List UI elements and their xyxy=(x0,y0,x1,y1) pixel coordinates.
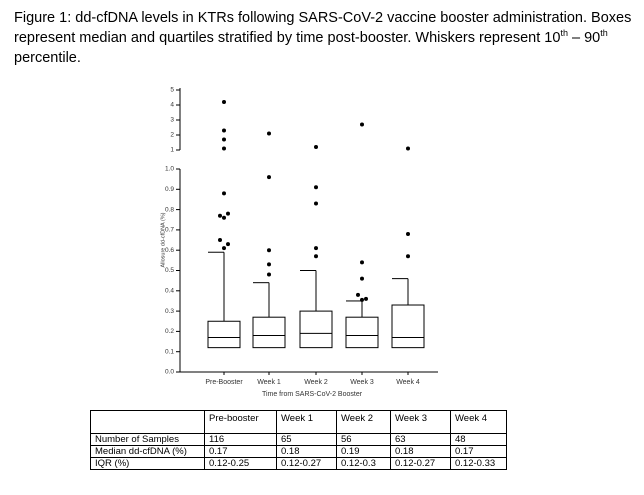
outlier xyxy=(364,296,368,301)
y-tick-label: 0.7 xyxy=(165,227,174,234)
outlier xyxy=(222,246,226,251)
outlier xyxy=(267,262,271,267)
table-cell: 56 xyxy=(336,433,391,446)
data-table: Pre-booster Week 1 Week 2 Week 3 Week 4 … xyxy=(90,410,507,470)
outlier xyxy=(218,238,222,243)
outlier xyxy=(360,122,364,127)
outlier xyxy=(226,242,230,247)
outlier xyxy=(314,145,318,149)
table-cell: 0.17 xyxy=(204,445,277,458)
caption-text: Figure 1: dd-cfDNA levels in KTRs follow… xyxy=(14,10,632,46)
table-cell: Week 4 xyxy=(450,410,507,434)
table-row: Number of Samples 116 65 56 63 48 xyxy=(90,433,507,446)
y-tick-label: 5 xyxy=(170,87,174,94)
outlier xyxy=(267,131,271,136)
x-tick-label: Week 2 xyxy=(304,379,328,386)
outlier xyxy=(360,276,364,281)
outlier xyxy=(314,254,318,259)
table-cell: 0.12-0.33 xyxy=(450,457,507,470)
y-tick-label: 1 xyxy=(170,147,174,154)
y-axis-label: Allosure dd-cfDNA (%) xyxy=(160,212,166,267)
box xyxy=(207,320,241,349)
outlier xyxy=(226,211,230,216)
outlier xyxy=(267,175,271,180)
outlier xyxy=(406,254,410,259)
outlier xyxy=(406,231,410,236)
x-tick-label: Week 4 xyxy=(396,379,420,386)
x-axis-label: Time from SARS-CoV-2 Booster xyxy=(262,391,363,398)
outlier xyxy=(222,128,226,133)
x-tick-label: Pre-Booster xyxy=(205,379,243,386)
outlier xyxy=(222,100,226,104)
table-cell: 63 xyxy=(390,433,451,446)
y-tick-label: 0.0 xyxy=(165,369,174,376)
y-tick-label: 0.9 xyxy=(165,186,174,193)
table-cell: Week 2 xyxy=(336,410,391,434)
table-cell: 0.12-0.27 xyxy=(390,457,451,470)
table-header: Pre-booster Week 1 Week 2 Week 3 Week 4 xyxy=(90,410,507,434)
table-cell: 0.12-0.3 xyxy=(336,457,391,470)
outlier xyxy=(314,201,318,206)
outlier xyxy=(218,213,222,218)
table-cell: 0.17 xyxy=(450,445,507,458)
table-cell: 0.18 xyxy=(390,445,451,458)
outlier xyxy=(267,248,271,253)
table-cell: Week 3 xyxy=(390,410,451,434)
outlier xyxy=(360,260,364,265)
table-cell: Number of Samples xyxy=(90,433,205,446)
x-tick-label: Week 3 xyxy=(350,379,374,386)
caption-text: – 90 xyxy=(567,30,601,46)
table-cell: Median dd-cfDNA (%) xyxy=(90,445,205,458)
caption-text: percentile. xyxy=(14,50,81,66)
y-tick-label: 0.2 xyxy=(165,328,174,335)
outlier xyxy=(222,191,226,196)
caption-sup: th xyxy=(600,28,608,39)
outlier xyxy=(222,146,226,151)
y-tick-label: 0.3 xyxy=(165,308,174,315)
outlier xyxy=(314,246,318,251)
table-cell: Week 1 xyxy=(276,410,337,434)
table-row: Median dd-cfDNA (%) 0.17 0.18 0.19 0.18 0.17 xyxy=(90,445,507,458)
box xyxy=(299,310,333,349)
table-cell xyxy=(90,410,205,434)
y-tick-label: 3 xyxy=(170,117,174,124)
outlier xyxy=(222,215,226,220)
outlier xyxy=(406,146,410,151)
y-tick-label: 0.4 xyxy=(165,288,174,295)
y-tick-label: 0.5 xyxy=(165,267,174,274)
table-row: IQR (%) 0.12-0.25 0.12-0.27 0.12-0.3 0.12-0.… xyxy=(90,457,507,470)
box xyxy=(252,316,286,349)
outlier xyxy=(267,272,271,277)
outlier xyxy=(360,297,364,302)
outlier xyxy=(222,137,226,142)
table-cell: 48 xyxy=(450,433,507,446)
table-cell: 65 xyxy=(276,433,337,446)
y-tick-label: 1.0 xyxy=(165,166,174,173)
table-cell: 0.12-0.25 xyxy=(204,457,277,470)
table-cell: 0.12-0.27 xyxy=(276,457,337,470)
y-tick-label: 4 xyxy=(170,102,174,109)
outlier xyxy=(314,185,318,190)
chart: 0.0 0.1 0.2 0.3 0.4 0.5 0.6 0.7 0.8 0.9 1.0 1 2 3 4 5 Al… xyxy=(160,87,438,398)
y-tick-label: 2 xyxy=(170,132,174,139)
x-tick-label: Week 1 xyxy=(257,379,281,386)
box xyxy=(391,304,425,349)
y-tick-label: 0.1 xyxy=(165,348,174,355)
table-cell: 116 xyxy=(204,433,277,446)
figure-caption: Figure 1: dd-cfDNA levels in KTRs follow… xyxy=(14,8,634,68)
table-cell: 0.18 xyxy=(276,445,337,458)
outlier xyxy=(356,292,360,297)
box xyxy=(345,316,379,349)
table-cell: 0.19 xyxy=(336,445,391,458)
y-tick-label: 0.6 xyxy=(165,247,174,254)
table-cell: IQR (%) xyxy=(90,457,205,470)
table-cell: Pre-booster xyxy=(204,410,277,434)
caption-sup: th xyxy=(560,28,568,39)
y-tick-label: 0.8 xyxy=(165,206,174,213)
